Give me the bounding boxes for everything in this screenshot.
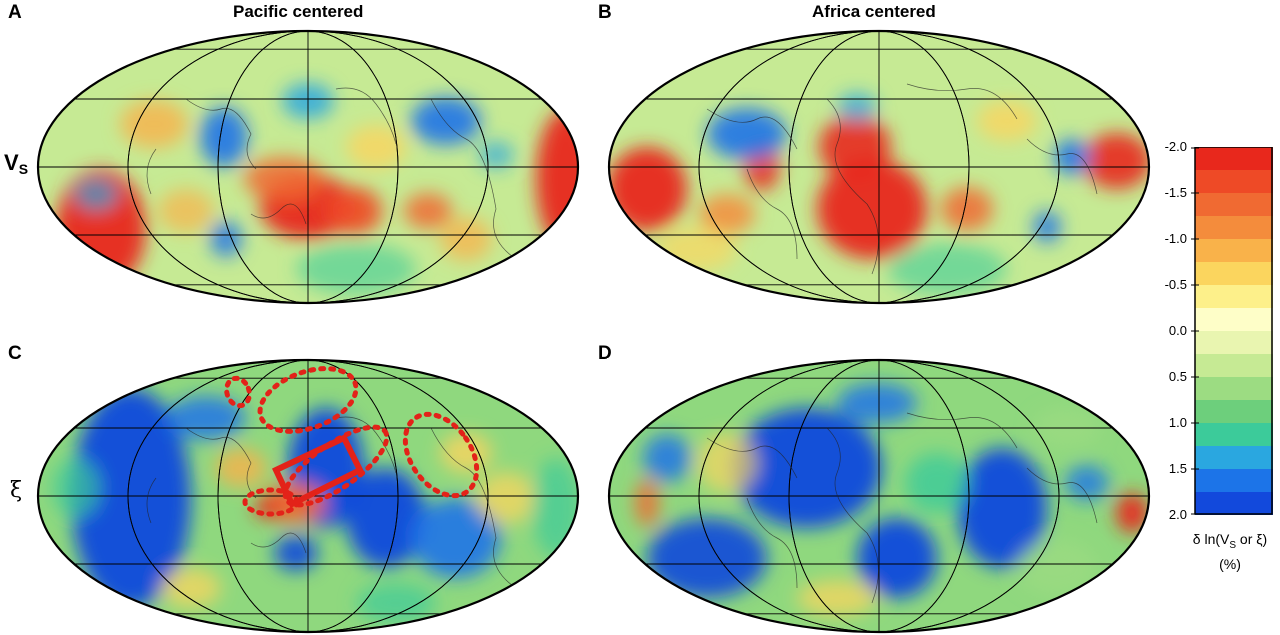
map-field: [609, 360, 1149, 632]
colorbar-swatch: [1195, 354, 1273, 378]
dashed-region: [402, 411, 480, 499]
colorbar-swatch: [1195, 262, 1273, 286]
colorbar-label: δ ln(VS or ξ) (%): [1192, 531, 1268, 572]
box-region: [272, 434, 365, 509]
colorbar-swatch: [1195, 331, 1273, 355]
colorbar-swatch: [1195, 308, 1273, 332]
colorbar-swatch: [1195, 492, 1273, 515]
dashed-region: [257, 366, 359, 434]
column-title-africa: Africa centered: [812, 2, 936, 21]
dashed-region: [224, 375, 252, 409]
map-outline: [36, 29, 580, 305]
annotation-overlay: [224, 366, 480, 517]
panel-label-a: A: [8, 2, 22, 23]
colorbar-swatch: [1195, 446, 1273, 470]
map-panel-d: [607, 358, 1151, 634]
map-panel-b: [607, 29, 1151, 305]
colorbar: [1191, 147, 1273, 515]
colorbar-tick-label: -2.0: [1164, 139, 1187, 154]
colorbar-swatch: [1195, 170, 1273, 194]
map-field: [609, 31, 1149, 303]
map-panel-c: [36, 358, 580, 634]
colorbar-swatch: [1195, 285, 1273, 309]
column-title-pacific: Pacific centered: [233, 2, 364, 21]
colorbar-tick-label: -0.5: [1164, 277, 1187, 292]
colorbar-tick-label: -1.5: [1164, 185, 1187, 200]
colorbar-swatch: [1195, 147, 1273, 171]
row-label-vs: VS: [4, 150, 29, 177]
colorbar-swatch: [1195, 216, 1273, 240]
colorbar-tick-label: 1.0: [1168, 415, 1187, 430]
colorbar-swatch: [1195, 377, 1273, 401]
map-panel-a: [36, 29, 580, 305]
row-label-xi: ξ: [10, 478, 23, 503]
panel-label-c: C: [8, 343, 22, 364]
map-outline: [607, 29, 1151, 305]
colorbar-tick-label: 0.5: [1168, 369, 1187, 384]
colorbar-swatch: [1195, 193, 1273, 217]
panel-label-b: B: [598, 2, 612, 23]
colorbar-swatch: [1195, 239, 1273, 263]
colorbar-swatch: [1195, 469, 1273, 493]
map-outline: [607, 358, 1151, 634]
colorbar-tick-label: -1.0: [1164, 231, 1187, 246]
map-outline: [36, 358, 580, 634]
colorbar-tick-label: 2.0: [1168, 507, 1187, 522]
colorbar-tick-label: 1.5: [1168, 461, 1187, 476]
colorbar-swatch: [1195, 423, 1273, 447]
map-field: [38, 31, 578, 303]
colorbar-tick-label: 0.0: [1168, 323, 1187, 338]
colorbar-swatch: [1195, 400, 1273, 424]
